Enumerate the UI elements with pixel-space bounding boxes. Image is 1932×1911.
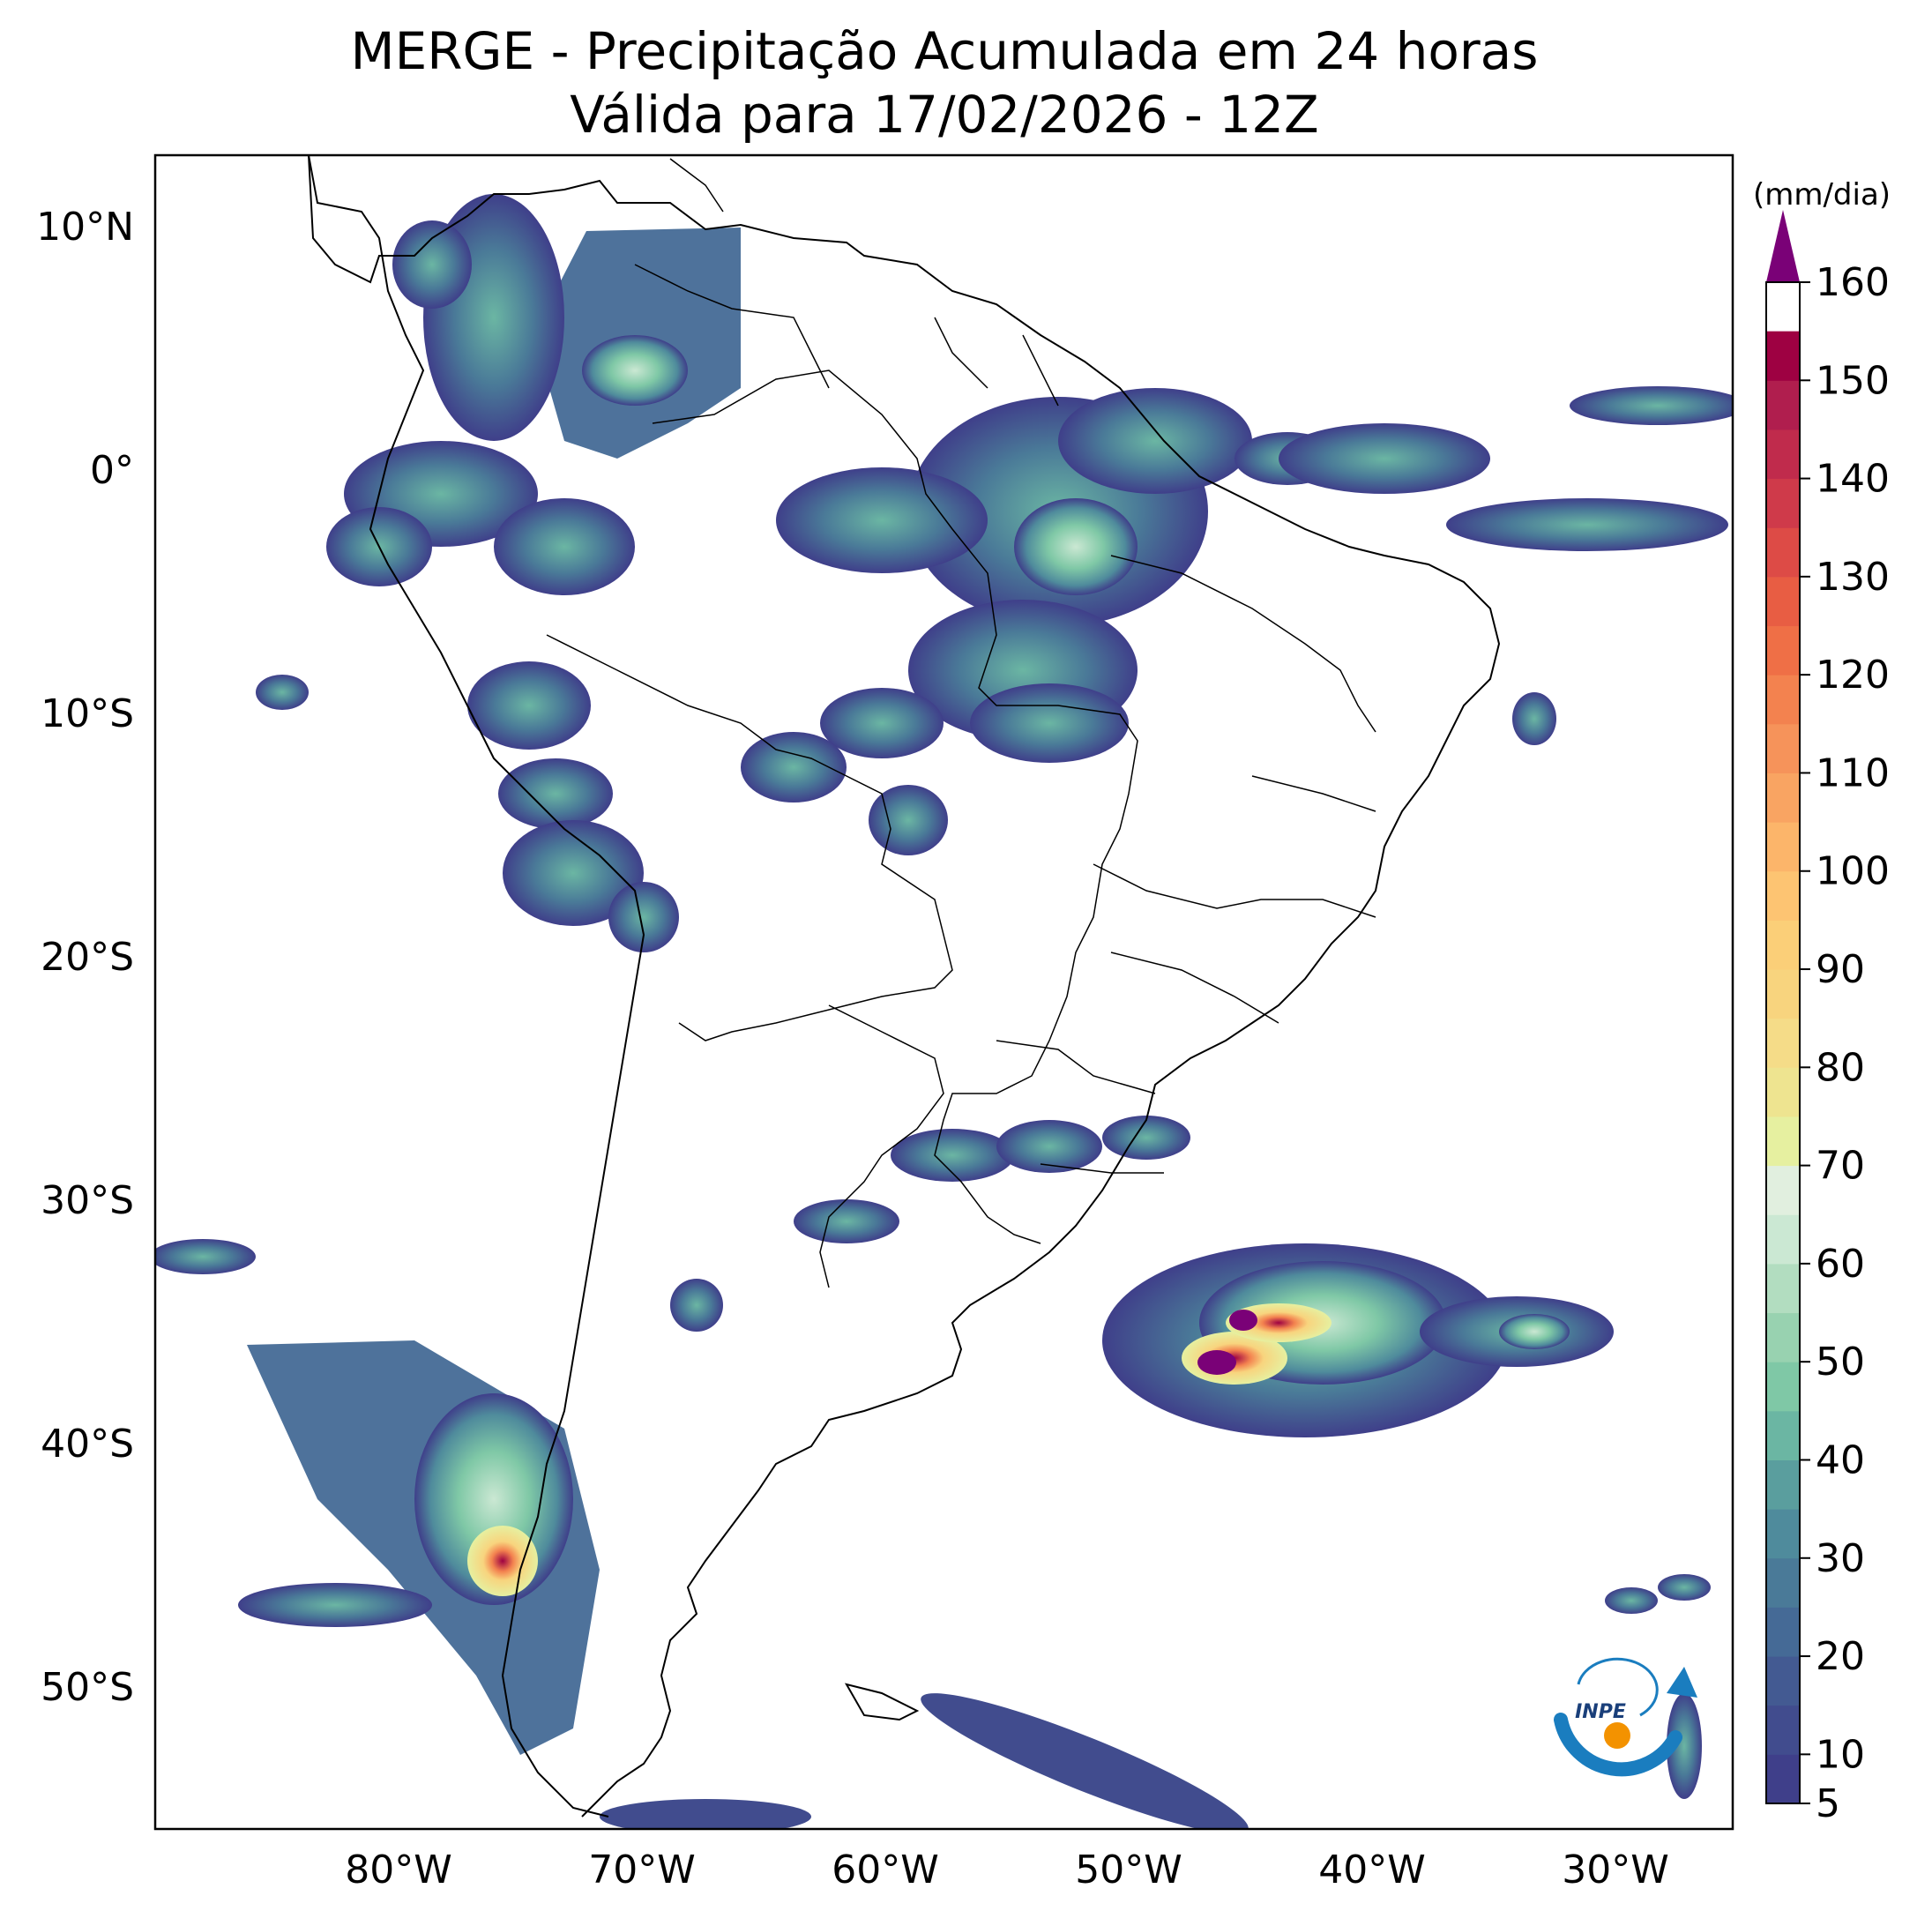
colorbar-band xyxy=(1766,478,1800,528)
colorbar-band xyxy=(1766,675,1800,725)
borders xyxy=(546,158,1376,1288)
colorbar-tick-label: 80 xyxy=(1816,1045,1865,1090)
colorbar-band xyxy=(1766,625,1800,676)
lat-label: 10°N xyxy=(36,205,134,250)
colorbar-tick-label: 20 xyxy=(1816,1634,1865,1679)
colorbar-band xyxy=(1766,1410,1800,1460)
lon-label: 80°W xyxy=(345,1848,452,1892)
precipitation-field xyxy=(155,194,1733,1829)
colorbar-band xyxy=(1766,1509,1800,1559)
colorbar: (mm/dia) 510 20 30 40 50 60 70 80 90 100 110 120 130… xyxy=(1753,177,1891,1826)
colorbar-tick-label: 130 xyxy=(1816,555,1890,600)
logo-text: INPE xyxy=(1575,1701,1626,1723)
colorbar-band xyxy=(1766,1754,1800,1804)
colorbar-tick-label: 150 xyxy=(1816,358,1890,403)
colorbar-band xyxy=(1766,723,1800,773)
colorbar-band xyxy=(1766,969,1800,1019)
colorbar-tick-label: 5 xyxy=(1816,1781,1840,1826)
colorbar-tick-label: 70 xyxy=(1816,1144,1865,1189)
colorbar-tick-label: 160 xyxy=(1816,260,1890,305)
colorbar-tick-label: 100 xyxy=(1816,849,1890,894)
colorbar-tick-label: 40 xyxy=(1816,1437,1865,1482)
inpe-logo: INPE xyxy=(1554,1657,1697,1777)
colorbar-band xyxy=(1766,1459,1800,1510)
lat-label: 10°S xyxy=(41,691,134,736)
colorbar-band xyxy=(1766,1116,1800,1167)
colorbar-band xyxy=(1766,1362,1800,1412)
colorbar-band xyxy=(1766,1656,1800,1706)
colorbar-band xyxy=(1766,1067,1800,1117)
colorbar-band xyxy=(1766,1214,1800,1265)
map-frame xyxy=(153,153,1734,1831)
colorbar-band xyxy=(1766,920,1800,970)
map-title: MERGE - Precipitação Acumulada em 24 hor… xyxy=(350,21,1539,81)
colorbar-band xyxy=(1766,1165,1800,1215)
colorbar-tick-label: 110 xyxy=(1816,750,1890,795)
lat-label: 50°S xyxy=(41,1665,134,1710)
coastlines xyxy=(308,155,1501,1818)
colorbar-tick-label: 140 xyxy=(1816,457,1890,502)
colorbar-band xyxy=(1766,1312,1800,1362)
lat-label: 30°S xyxy=(41,1178,134,1223)
colorbar-band xyxy=(1766,1607,1800,1657)
map-subtitle: Válida para 17/02/2026 - 12Z xyxy=(570,85,1319,145)
colorbar-tick-label: 50 xyxy=(1816,1340,1865,1385)
longitude-labels: 80°W 70°W 60°W 50°W 40°W 30°W xyxy=(345,1848,1669,1892)
lon-label: 70°W xyxy=(588,1848,696,1892)
colorbar-tick-label: 90 xyxy=(1816,947,1865,992)
lon-label: 60°W xyxy=(832,1848,939,1892)
colorbar-tick-label: 60 xyxy=(1816,1242,1865,1287)
colorbar-band xyxy=(1766,1018,1800,1068)
lat-label: 20°S xyxy=(41,935,134,980)
lon-label: 40°W xyxy=(1318,1848,1426,1892)
colorbar-tick-label: 30 xyxy=(1816,1536,1865,1581)
lon-label: 30°W xyxy=(1562,1848,1669,1892)
colorbar-band xyxy=(1766,1705,1800,1755)
logo-sun-icon xyxy=(1604,1722,1630,1749)
colorbar-band xyxy=(1766,380,1800,430)
lat-label: 40°S xyxy=(41,1422,134,1467)
colorbar-tick-label: 10 xyxy=(1816,1732,1865,1777)
colorbar-band xyxy=(1766,527,1800,578)
colorbar-band xyxy=(1766,331,1800,381)
colorbar-tick-label: 120 xyxy=(1816,653,1890,698)
colorbar-extend-arrow xyxy=(1766,210,1800,282)
colorbar-band xyxy=(1766,429,1800,480)
lat-label: 0° xyxy=(90,448,134,493)
colorbar-band xyxy=(1766,773,1800,823)
colorbar-unit: (mm/dia) xyxy=(1753,177,1891,213)
colorbar-band xyxy=(1766,870,1800,921)
lon-label: 50°W xyxy=(1075,1848,1182,1892)
colorbar-band xyxy=(1766,822,1800,872)
latitude-labels: 10°N 0° 10°S 20°S 30°S 40°S 50°S xyxy=(36,205,134,1710)
colorbar-frame xyxy=(1765,281,1801,1804)
colorbar-band xyxy=(1766,576,1800,627)
colorbar-band xyxy=(1766,1263,1800,1314)
colorbar-band xyxy=(1766,1557,1800,1608)
